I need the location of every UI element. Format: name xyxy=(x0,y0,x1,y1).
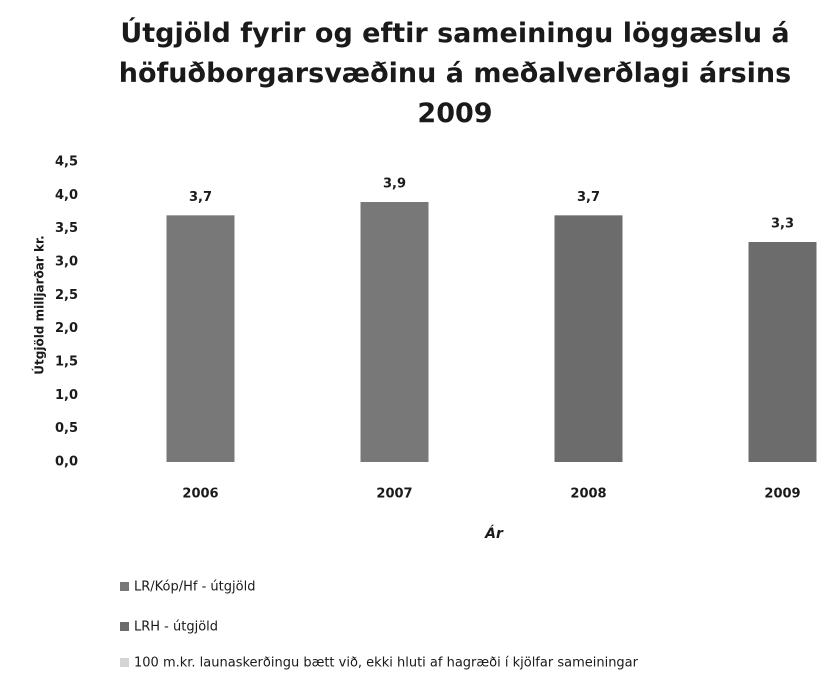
bar xyxy=(748,242,817,462)
x-tick-label: 2008 xyxy=(570,487,606,502)
legend-label: 100 m.kr. launaskerðingu bætt við, ekki … xyxy=(134,656,639,671)
x-tick-label: 2007 xyxy=(376,487,412,502)
chart-title: Útgjöld fyrir og eftir sameiningu löggæs… xyxy=(118,18,792,129)
legend-label: LR/Kóp/Hf - útgjöld xyxy=(134,580,255,595)
data-label: 3,3 xyxy=(771,217,794,232)
y-tick-label: 4,0 xyxy=(55,188,78,203)
y-tick-label: 3,0 xyxy=(55,255,78,270)
y-tick-label: 3,5 xyxy=(55,221,78,236)
y-tick-label: 1,5 xyxy=(55,355,78,370)
y-tick-label: 2,5 xyxy=(55,288,78,303)
y-tick-label: 0,0 xyxy=(55,455,78,470)
legend-label: LRH - útgjöld xyxy=(134,620,218,635)
legend-swatch xyxy=(120,622,129,631)
x-tick-label: 2009 xyxy=(764,487,800,502)
legend-swatch xyxy=(120,658,129,667)
data-label: 3,7 xyxy=(189,190,212,205)
y-tick-label: 2,0 xyxy=(55,321,78,336)
data-label: 3,7 xyxy=(577,190,600,205)
bar xyxy=(554,215,623,462)
y-tick-label: 0,5 xyxy=(55,421,78,436)
legend-swatch xyxy=(120,582,129,591)
bar xyxy=(360,202,429,462)
data-label: 3,9 xyxy=(383,177,406,192)
bar xyxy=(166,215,235,462)
y-tick-label: 1,0 xyxy=(55,388,78,403)
y-tick-label: 4,5 xyxy=(55,155,78,170)
y-axis-label: Útgjöld milljarðar kr. xyxy=(32,235,47,374)
x-tick-label: 2006 xyxy=(182,487,218,502)
x-axis-label: Ár xyxy=(484,525,504,542)
